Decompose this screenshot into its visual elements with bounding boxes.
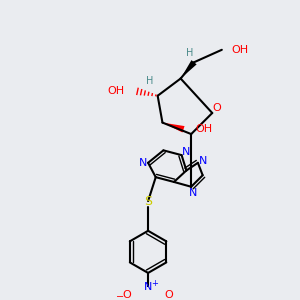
Text: O: O	[213, 103, 221, 113]
Text: OH: OH	[195, 124, 212, 134]
Text: H: H	[186, 48, 193, 58]
Text: O: O	[165, 290, 173, 300]
Polygon shape	[181, 60, 196, 79]
Text: N: N	[189, 188, 197, 198]
Text: +: +	[152, 279, 158, 288]
Text: N: N	[182, 147, 190, 157]
Text: N: N	[139, 158, 148, 168]
Text: −: −	[116, 292, 124, 300]
Text: O: O	[123, 290, 131, 300]
Polygon shape	[162, 123, 184, 133]
Text: OH: OH	[107, 86, 124, 96]
Text: H: H	[146, 76, 154, 86]
Text: S: S	[144, 195, 152, 208]
Text: N: N	[199, 156, 207, 166]
Text: OH: OH	[231, 45, 248, 55]
Text: N: N	[144, 282, 152, 292]
